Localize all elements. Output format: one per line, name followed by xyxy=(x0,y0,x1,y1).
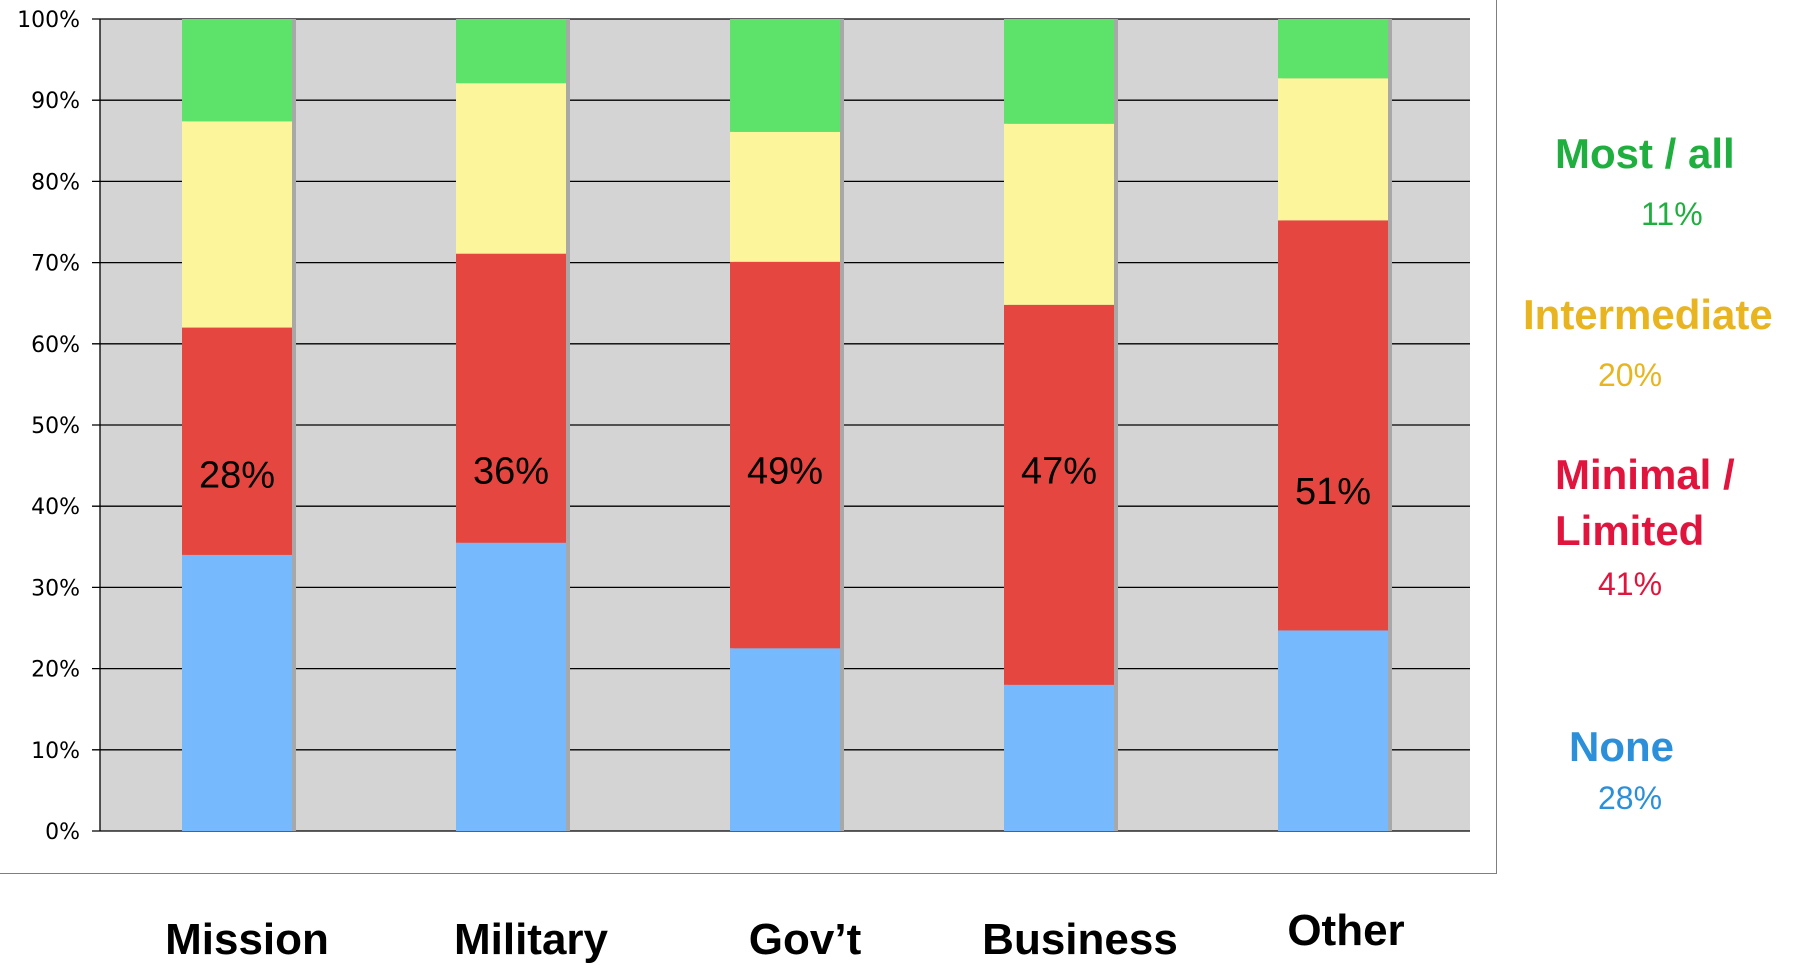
y-tick-label: 10% xyxy=(31,739,80,764)
bar-segment-none xyxy=(730,648,840,831)
legend-minimal-name-line2: Limited xyxy=(1555,507,1705,554)
y-tick-label: 20% xyxy=(31,658,80,683)
legend-most-all-name: Most / all xyxy=(1555,130,1735,177)
bar-segment-none xyxy=(1278,630,1388,831)
legend-minimal-name-line1: Minimal / xyxy=(1555,451,1735,498)
y-tick-label: 60% xyxy=(31,333,80,358)
y-tick-label: 80% xyxy=(31,170,80,195)
data-label: 51% xyxy=(1295,471,1371,513)
legend-none-name: None xyxy=(1569,723,1674,770)
legend-most-all-pct: 11% xyxy=(1641,196,1703,232)
bar-segment-most xyxy=(1278,19,1388,79)
bar-segment-most xyxy=(182,19,292,122)
data-label: 28% xyxy=(199,455,275,497)
bar-segment-minimal xyxy=(730,261,840,649)
y-tick-label: 90% xyxy=(31,89,80,114)
chart-frame xyxy=(0,0,1497,874)
y-tick-label: 30% xyxy=(31,576,80,601)
y-tick-label: 70% xyxy=(31,252,80,277)
bar-segment-none xyxy=(182,554,292,831)
category-label-military: Military xyxy=(453,915,609,964)
legend-intermediate-pct: 20% xyxy=(1598,357,1663,393)
bar-segment-intermediate xyxy=(456,83,566,254)
category-label-other: Other xyxy=(1287,906,1405,955)
legend-intermediate-name: Intermediate xyxy=(1523,291,1773,338)
category-label-govt: Gov’t xyxy=(748,915,862,964)
bar-segment-none xyxy=(456,542,566,831)
bar-segment-minimal xyxy=(1278,220,1388,631)
y-tick-label: 40% xyxy=(31,495,80,520)
bar-segment-most xyxy=(730,19,840,132)
data-label: 49% xyxy=(747,451,823,493)
data-label: 36% xyxy=(473,451,549,493)
legend-none-pct: 28% xyxy=(1598,780,1663,816)
legend-minimal-pct: 41% xyxy=(1598,566,1663,602)
category-label-business: Business xyxy=(982,915,1178,964)
y-tick-label: 100% xyxy=(17,8,80,33)
bar-segment-minimal xyxy=(1004,304,1114,685)
bar-segment-intermediate xyxy=(1278,78,1388,221)
stacked-bar-chart: 0% 10% 20% 30% 40% 50% 60% 70% 80% 90% 100% 28% 36% 4… xyxy=(17,8,1470,845)
bar-segment-most xyxy=(1004,19,1114,124)
bar-segment-intermediate xyxy=(182,121,292,328)
bar-segment-minimal xyxy=(456,253,566,543)
bar-segment-intermediate xyxy=(730,131,840,262)
bar-segment-intermediate xyxy=(1004,123,1114,305)
y-tick-label: 0% xyxy=(45,820,80,845)
data-label: 47% xyxy=(1021,451,1097,493)
bar-segment-most xyxy=(456,19,566,84)
bar-segment-none xyxy=(1004,684,1114,831)
y-tick-label: 50% xyxy=(31,414,80,439)
category-label-mission: Mission xyxy=(165,915,329,964)
bar-segment-minimal xyxy=(182,327,292,555)
